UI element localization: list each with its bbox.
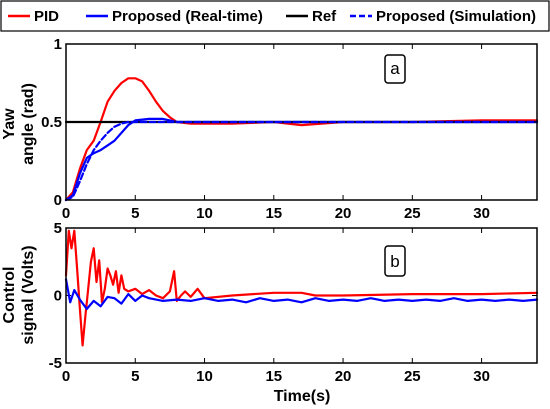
panel-a-xtick-label: 25 <box>404 205 421 222</box>
panel-a-ylabel-line2: angle (rad) <box>20 83 37 165</box>
panel-b: -505 0 5 10 15 20 25 30 Control signal (Volts)… <box>1 220 539 405</box>
panel-b-ylabel-line1: Control <box>1 267 18 324</box>
panel-b-xtick-label: 10 <box>196 368 213 385</box>
panel-a-ylabel-line1: Yaw <box>1 108 18 140</box>
panel-b-xtick-labels: 0 5 10 15 20 25 30 <box>62 368 490 385</box>
panel-a-series-pid <box>64 77 539 202</box>
legend: PID Proposed (Real-time) Ref Proposed (S… <box>0 0 550 32</box>
panel-b-tag: b <box>390 252 399 271</box>
panel-a-xtick-label: 20 <box>335 205 352 222</box>
panel-b-ytick-label: -5 <box>49 355 62 372</box>
panel-a-ytick-label: 0 <box>54 192 62 209</box>
panel-b-ytick-label: 0 <box>54 288 62 305</box>
panel-b-xtick-label: 30 <box>473 368 490 385</box>
panel-a-xtick-label: 0 <box>62 205 70 222</box>
panel-b-series-pid <box>64 229 539 347</box>
panel-a-xtick-label: 30 <box>473 205 490 222</box>
panel-a-xtick-labels: 0 5 10 15 20 25 30 <box>62 205 490 222</box>
panel-a-ytick-labels: 00.51 <box>41 36 62 209</box>
legend-label-ref: Ref <box>312 8 337 25</box>
panel-b-xtick-label: 20 <box>335 368 352 385</box>
panel-a-tag-box <box>384 54 406 84</box>
panel-a-xtick-label: 15 <box>265 205 282 222</box>
panel-a: 00.51 0 5 10 15 20 25 30 Yaw angle (rad) a <box>1 36 539 222</box>
panel-a-frame <box>65 43 538 201</box>
panel-a-series <box>64 77 539 202</box>
legend-label-proposed-realtime: Proposed (Real-time) <box>112 8 263 25</box>
panel-b-ytick-labels: -5 0 5 <box>49 220 62 372</box>
legend-label-proposed-simulation: Proposed (Simulation) <box>376 8 536 25</box>
panel-b-tag-box <box>384 245 406 277</box>
panel-b-ylabel-line2: signal (Volts) <box>20 245 37 344</box>
panel-a-tag: a <box>390 59 400 78</box>
panel-b-series <box>64 229 539 347</box>
panel-b-series-proposed-real-time <box>64 278 539 311</box>
panel-a-xtick-label: 5 <box>131 205 139 222</box>
panel-b-xtick-label: 15 <box>265 368 282 385</box>
panel-b-xlabel: Time(s) <box>274 388 331 405</box>
panel-b-xtick-label: 25 <box>404 368 421 385</box>
panel-a-series-proposed-simulation <box>64 120 539 202</box>
panel-b-ytick-label: 5 <box>54 220 62 237</box>
panel-a-ytick-label: 0.5 <box>41 114 62 131</box>
panel-b-xtick-label: 0 <box>62 368 70 385</box>
panel-a-ytick-label: 1 <box>54 36 62 53</box>
panel-b-xtick-label: 5 <box>131 368 139 385</box>
panel-b-plot-area <box>66 228 537 363</box>
panel-a-xtick-label: 10 <box>196 205 213 222</box>
legend-label-pid: PID <box>34 8 59 25</box>
panel-b-frame <box>65 227 538 364</box>
